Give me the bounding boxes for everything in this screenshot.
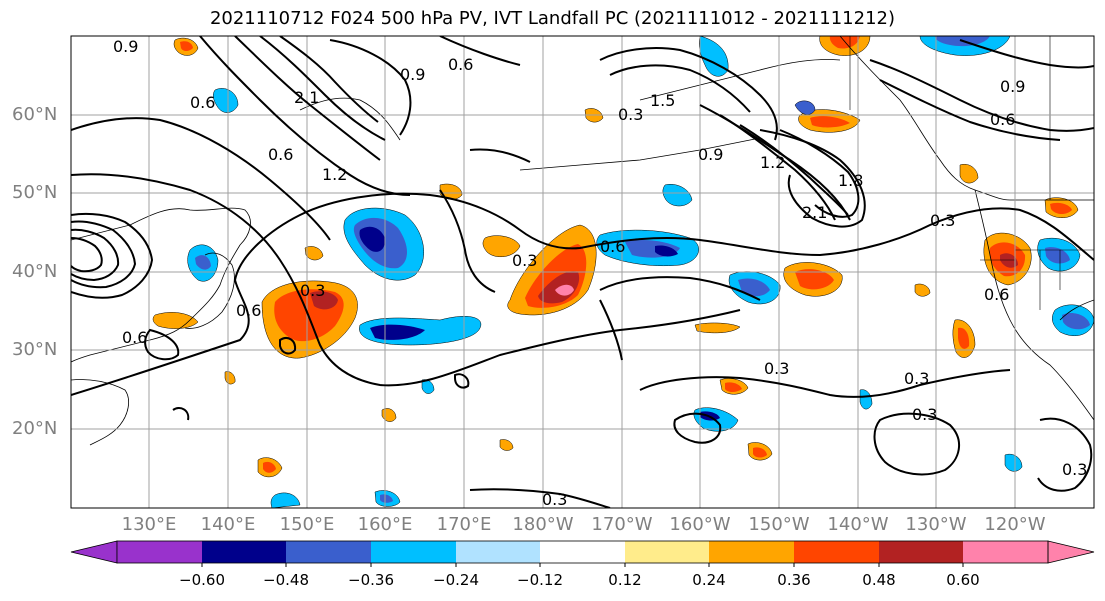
lon-label: 150°W [748,514,810,535]
colorbar-segment [879,541,963,563]
contour-label: 0.6 [984,285,1009,304]
contour-label: 0.3 [300,281,325,300]
contour-label: 0.9 [1000,77,1025,96]
contour-label: 0.9 [400,65,425,84]
colorbar-segment [202,541,286,563]
lon-label: 170°E [436,514,492,535]
contour-label: 0.9 [113,37,138,56]
colorbar-tick-label: 0.48 [862,571,896,589]
contour-label: 1.8 [838,171,863,190]
contour-label: 0.3 [1062,460,1087,479]
colorbar [70,540,1095,567]
lon-label: 130°E [121,514,177,535]
lon-label: 170°W [591,514,653,535]
map-frame [70,35,1095,509]
colorbar-segment [117,541,202,563]
colorbar-extend-max [1047,540,1095,564]
contour-label: 0.3 [618,105,643,124]
contour-label: 0.6 [448,55,473,74]
lon-label: 140°W [827,514,889,535]
colorbar-tick-label: 0.60 [946,571,980,589]
colorbar-segment [456,541,540,563]
colorbar-tick-label: −0.12 [517,571,563,589]
contour-label: 0.6 [122,328,147,347]
lon-label: 120°W [984,514,1046,535]
colorbar-segment [371,541,456,563]
colorbar-tick-label: −0.48 [263,571,309,589]
colorbar-tick-label: 0.12 [608,571,642,589]
colorbar-segment [794,541,879,563]
contour-label: 2.1 [802,203,827,222]
contour-label: 1.2 [322,165,347,184]
colorbar-segment [286,541,371,563]
contour-label: 0.6 [268,145,293,164]
colorbar-tick-label: −0.24 [433,571,479,589]
graticule [71,36,1094,508]
contour-label: 2.1 [294,88,319,107]
lon-label: 140°E [200,514,256,535]
colorbar-segment [963,541,1048,563]
lon-label: 130°W [905,514,967,535]
contour-label: 1.2 [760,153,785,172]
colorbar-tick-label: 0.24 [692,571,726,589]
lat-label: 40°N [12,261,58,282]
contour-label: 0.3 [542,490,567,509]
colorbar-segment [540,541,625,563]
pv-contours [71,36,1094,508]
colorbar-extend-min [70,540,118,564]
contour-label: 0.3 [512,251,537,270]
lat-label: 60°N [12,104,58,125]
colorbar-segment [709,541,794,563]
contour-label: 0.3 [912,405,937,424]
contour-labels: 0.9 0.6 2.1 0.9 0.6 1.5 0.6 1.2 0.3 0.9 … [113,37,1087,509]
contour-label: 0.9 [698,145,723,164]
contour-label: 0.6 [236,301,261,320]
map-title: 2021110712 F024 500 hPa PV, IVT Landfall… [209,8,896,29]
colorbar-segment [625,541,709,563]
contour-label: 0.3 [930,211,955,230]
lat-label: 50°N [12,182,58,203]
contour-label: 0.3 [764,359,789,378]
colorbar-tick-label: −0.36 [348,571,394,589]
colorbar-tick-label: 0.36 [777,571,811,589]
contour-label: 0.3 [904,369,929,388]
lat-label: 20°N [12,418,58,439]
contour-label: 0.6 [990,110,1015,129]
lon-label: 180°W [512,514,574,535]
contour-label: 1.5 [650,91,675,110]
contour-label: 0.6 [600,237,625,256]
coastlines [71,36,1094,446]
colorbar-tick-label: −0.60 [179,571,225,589]
lon-label: 160°E [357,514,413,535]
lat-label: 30°N [12,339,58,360]
lon-label: 160°W [669,514,731,535]
lon-label: 150°E [279,514,335,535]
contour-label: 0.6 [190,93,215,112]
